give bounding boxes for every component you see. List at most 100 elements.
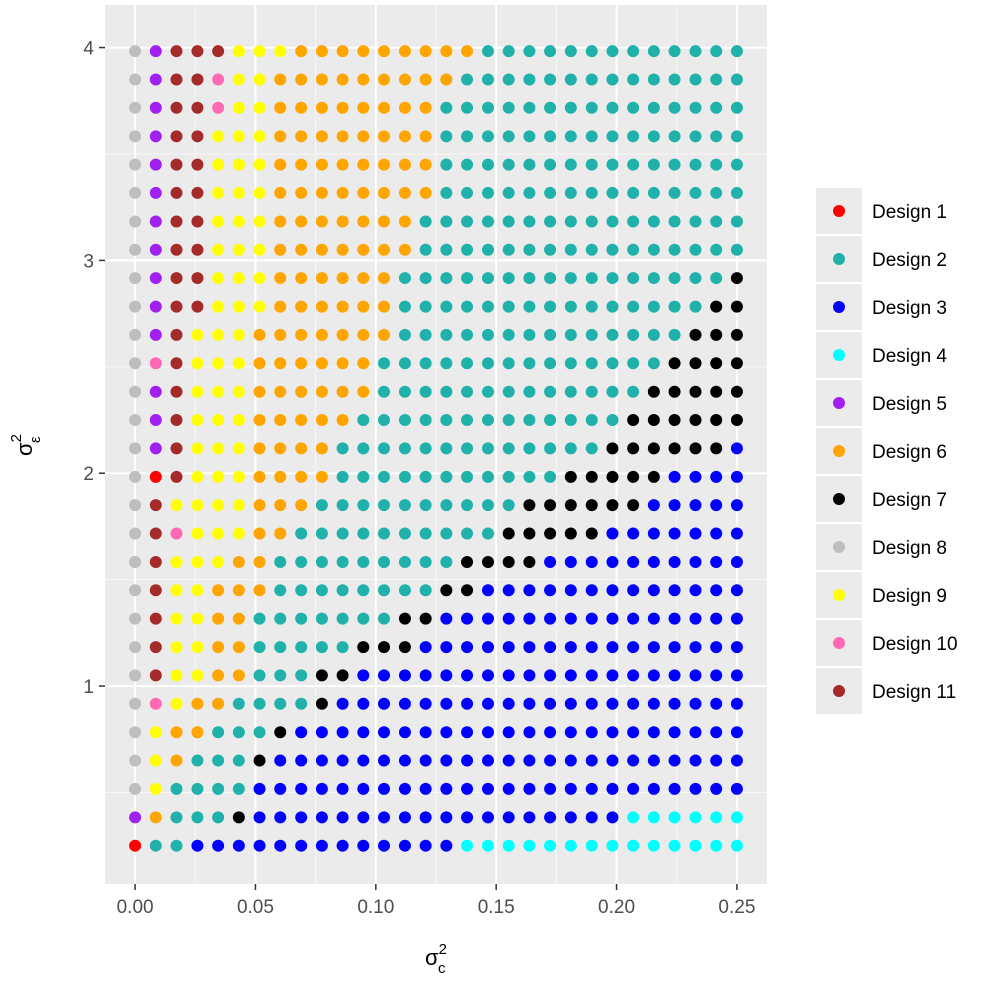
data-point <box>315 272 328 285</box>
data-point <box>212 697 225 710</box>
data-point <box>191 158 204 171</box>
data-point <box>730 130 743 143</box>
data-point <box>710 101 723 114</box>
data-point <box>212 726 225 739</box>
data-point <box>481 726 494 739</box>
data-point <box>689 385 702 398</box>
data-point <box>668 101 681 114</box>
data-point <box>129 726 142 739</box>
data-point <box>585 527 598 540</box>
data-point <box>585 186 598 199</box>
data-point <box>544 470 557 483</box>
data-point <box>274 782 287 795</box>
data-point <box>481 811 494 824</box>
data-point <box>149 726 162 739</box>
data-point <box>502 130 515 143</box>
data-point <box>274 697 287 710</box>
data-point <box>253 414 266 427</box>
data-point <box>502 499 515 512</box>
data-point <box>564 215 577 228</box>
data-point <box>647 612 660 625</box>
data-point <box>232 584 245 597</box>
data-point <box>274 499 287 512</box>
data-point <box>232 612 245 625</box>
data-point <box>481 839 494 852</box>
data-point <box>170 669 183 682</box>
data-point <box>564 641 577 654</box>
data-point <box>627 130 640 143</box>
data-point <box>668 470 681 483</box>
data-point <box>232 414 245 427</box>
data-point <box>419 811 432 824</box>
data-point <box>440 470 453 483</box>
data-point <box>419 726 432 739</box>
data-point <box>315 442 328 455</box>
data-point <box>689 811 702 824</box>
data-point <box>523 385 536 398</box>
data-point <box>419 442 432 455</box>
data-point <box>585 782 598 795</box>
data-point <box>149 158 162 171</box>
data-point <box>627 669 640 682</box>
data-point <box>253 328 266 341</box>
data-point <box>378 45 391 58</box>
data-point <box>212 641 225 654</box>
data-point <box>585 697 598 710</box>
data-point <box>502 243 515 256</box>
data-point <box>564 101 577 114</box>
legend-label: Design 1 <box>872 202 947 223</box>
data-point <box>212 555 225 568</box>
data-point <box>129 499 142 512</box>
data-point <box>357 641 370 654</box>
data-point <box>481 612 494 625</box>
data-point <box>627 612 640 625</box>
x-tick-label: 0.05 <box>237 897 274 918</box>
data-point <box>647 101 660 114</box>
data-point <box>689 555 702 568</box>
data-point <box>647 243 660 256</box>
data-point <box>710 782 723 795</box>
data-point <box>191 442 204 455</box>
legend-label: Design 5 <box>872 394 947 415</box>
data-point <box>232 839 245 852</box>
data-point <box>544 555 557 568</box>
data-point <box>253 73 266 86</box>
data-point <box>627 584 640 597</box>
data-point <box>627 754 640 767</box>
data-point <box>461 215 474 228</box>
data-point <box>232 272 245 285</box>
data-point <box>544 612 557 625</box>
data-point <box>627 385 640 398</box>
data-point <box>357 499 370 512</box>
data-point <box>315 726 328 739</box>
data-point <box>440 272 453 285</box>
data-point <box>398 584 411 597</box>
data-point <box>170 101 183 114</box>
data-point <box>461 754 474 767</box>
data-point <box>710 499 723 512</box>
data-point <box>170 641 183 654</box>
data-point <box>378 328 391 341</box>
data-point <box>149 669 162 682</box>
data-point <box>149 584 162 597</box>
data-point <box>710 45 723 58</box>
data-point <box>606 726 619 739</box>
data-point <box>730 385 743 398</box>
data-point <box>253 45 266 58</box>
data-point <box>191 101 204 114</box>
data-point <box>564 130 577 143</box>
data-point <box>336 527 349 540</box>
data-point <box>481 243 494 256</box>
data-point <box>419 414 432 427</box>
data-point <box>689 754 702 767</box>
data-point <box>606 669 619 682</box>
data-point <box>606 328 619 341</box>
data-point <box>212 414 225 427</box>
data-point <box>232 641 245 654</box>
data-point <box>564 669 577 682</box>
data-point <box>606 272 619 285</box>
data-point <box>170 839 183 852</box>
data-point <box>544 328 557 341</box>
data-point <box>440 726 453 739</box>
data-point <box>627 300 640 313</box>
